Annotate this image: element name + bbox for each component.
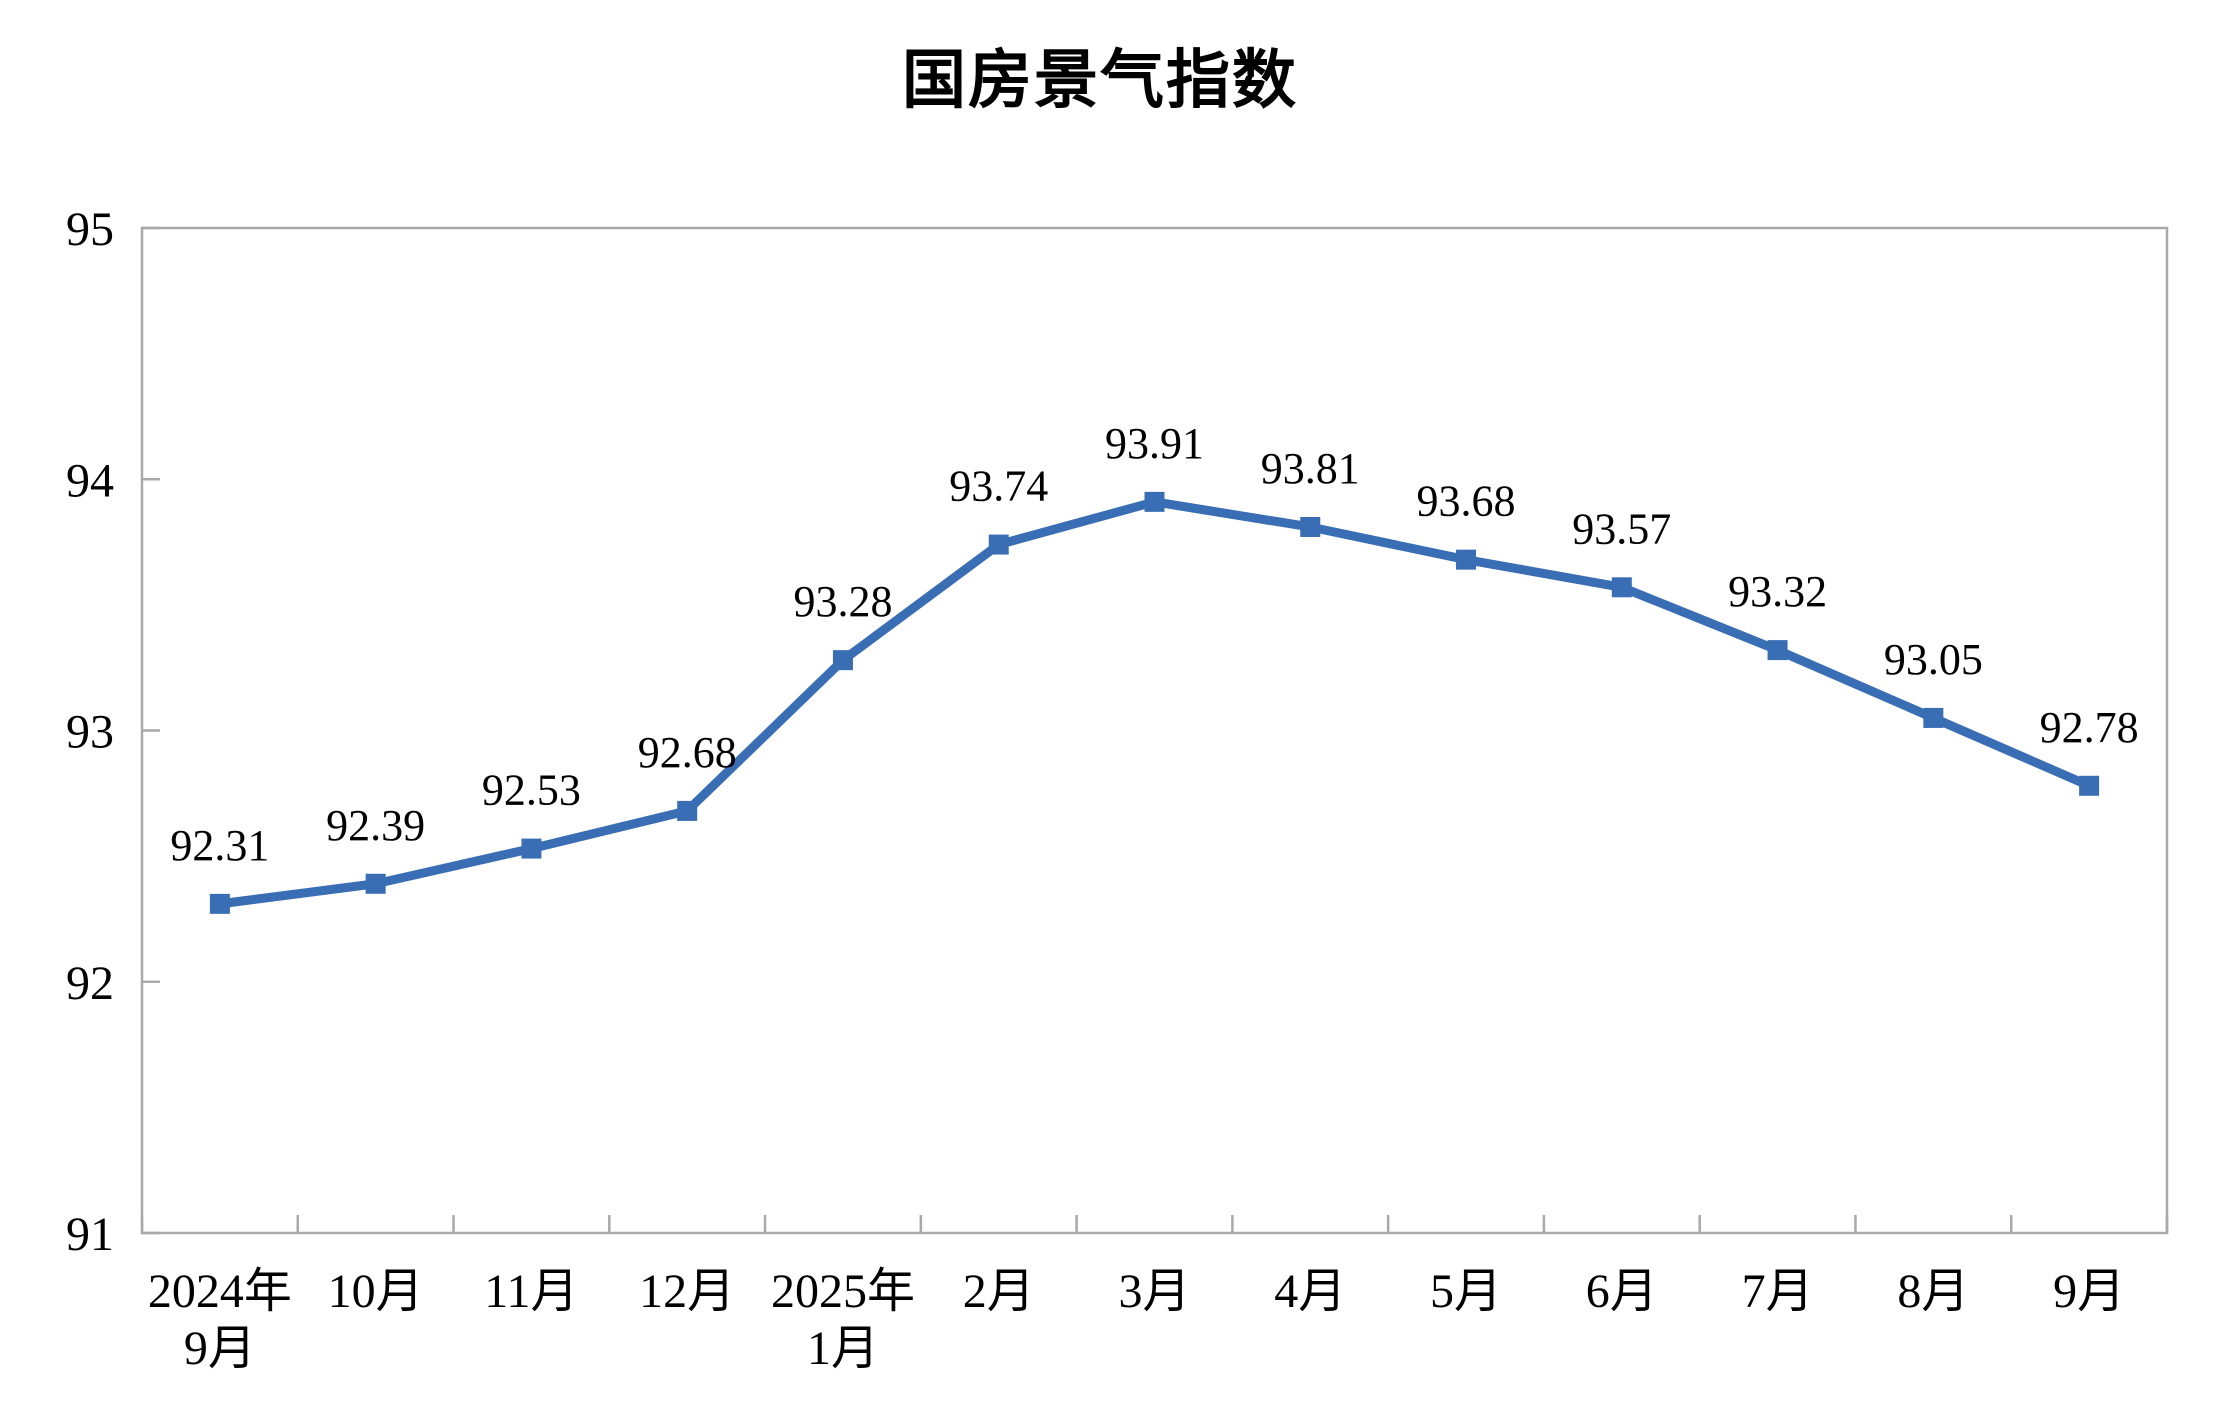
x-axis-label: 9月 — [184, 1322, 256, 1375]
x-axis-label: 3月 — [1118, 1265, 1190, 1318]
x-axis-label: 2024年 — [148, 1265, 292, 1318]
data-point-marker — [365, 873, 386, 894]
x-axis-label: 6月 — [1586, 1265, 1658, 1318]
data-point-marker — [1611, 577, 1632, 598]
data-point-marker — [2079, 775, 2100, 796]
y-axis-label: 92 — [66, 957, 114, 1010]
data-label: 93.57 — [1572, 504, 1671, 553]
x-axis-label: 5月 — [1430, 1265, 1502, 1318]
data-point-marker — [988, 534, 1009, 555]
data-point-marker — [832, 650, 853, 671]
x-axis-label: 9月 — [2053, 1265, 2125, 1318]
x-axis-label: 8月 — [1897, 1265, 1969, 1318]
chart-title: 国房景气指数 — [902, 44, 1298, 116]
series-line — [215, 497, 2094, 909]
data-label: 92.31 — [170, 821, 269, 870]
y-axis-label: 91 — [66, 1208, 114, 1261]
data-point-marker — [1767, 640, 1788, 661]
data-label: 93.32 — [1728, 567, 1827, 616]
plot-border — [140, 226, 2169, 1235]
x-axis-label: 12月 — [639, 1265, 735, 1318]
x-axis-label: 2025年 — [771, 1265, 915, 1318]
x-axis-label: 2月 — [963, 1265, 1035, 1318]
x-axis-label: 11月 — [484, 1265, 578, 1318]
data-point-marker — [1923, 707, 1944, 728]
data-label: 93.28 — [793, 577, 892, 626]
data-label: 92.53 — [482, 766, 581, 815]
data-label: 93.91 — [1105, 419, 1204, 468]
x-axis-label: 10月 — [328, 1265, 424, 1318]
data-label: 93.68 — [1417, 477, 1516, 526]
data-point-marker — [1300, 516, 1321, 537]
data-label: 92.39 — [326, 801, 425, 850]
data-label: 92.78 — [2040, 703, 2139, 752]
data-point-marker — [1144, 491, 1165, 512]
data-point-marker — [677, 800, 698, 821]
data-point-marker — [521, 838, 542, 859]
x-axis-label: 1月 — [807, 1322, 879, 1375]
x-axis-label: 4月 — [1274, 1265, 1346, 1318]
data-point-marker — [209, 893, 230, 914]
y-axis-label: 95 — [66, 203, 114, 256]
y-axis-label: 93 — [66, 706, 114, 759]
data-label: 92.68 — [638, 728, 737, 777]
data-label: 93.74 — [949, 462, 1048, 511]
data-label: 93.05 — [1884, 635, 1983, 684]
data-label: 93.81 — [1261, 444, 1360, 493]
data-point-marker — [1456, 549, 1477, 570]
x-axis-label: 7月 — [1742, 1265, 1814, 1318]
y-axis-label: 94 — [66, 454, 114, 507]
